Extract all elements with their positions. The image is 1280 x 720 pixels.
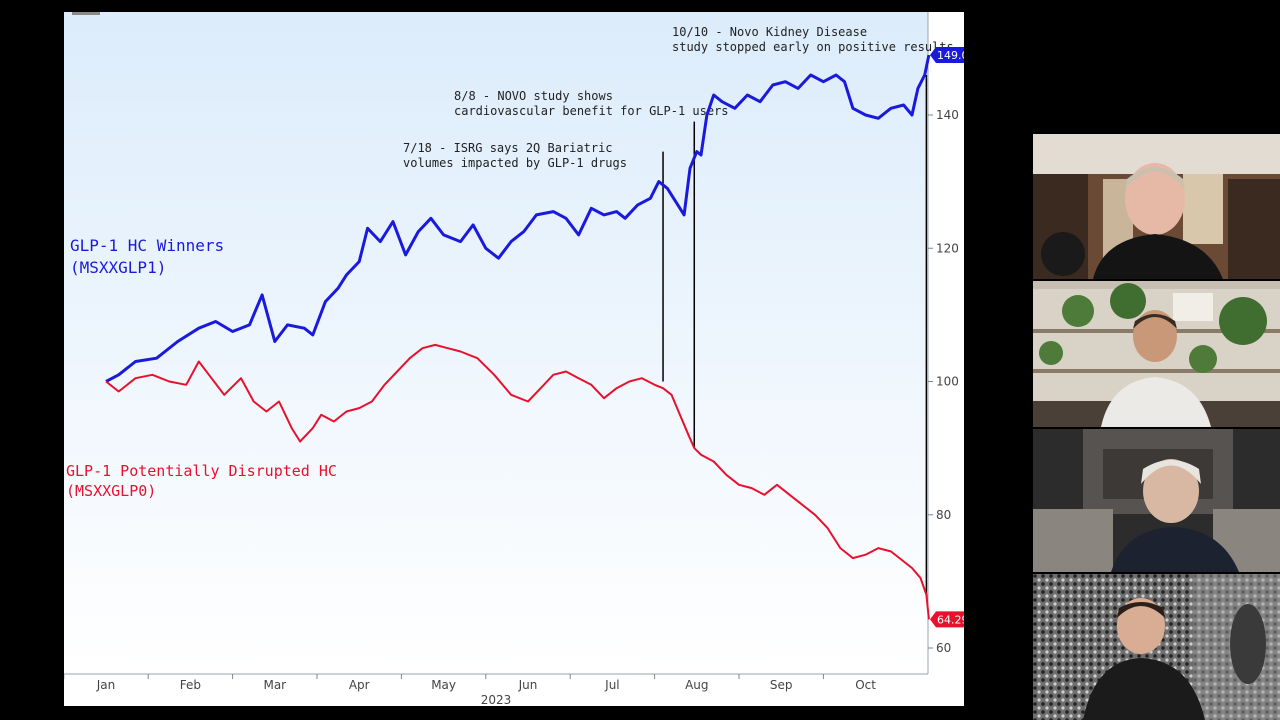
- plot-background: [64, 12, 928, 674]
- last-value-tag-winners: [930, 47, 964, 64]
- legend-label-winners: (MSXXGLP1): [70, 258, 166, 277]
- series-line-disrupted: [105, 343, 930, 620]
- x-axis-title: 2023: [481, 693, 512, 706]
- y-tick-label: 140: [936, 108, 959, 122]
- y-tick-label: 100: [936, 375, 959, 389]
- line-chart: 60 80 100 120 140 Jan Feb Mar Apr May Jun Jul Aug Sep…: [64, 12, 964, 706]
- legend-label-disrupted: GLP-1 Potentially Disrupted HC: [66, 462, 337, 480]
- participant-video-4[interactable]: [1033, 574, 1280, 720]
- legend-label-disrupted: (MSXXGLP0): [66, 482, 156, 500]
- x-tick-label: Oct: [855, 678, 876, 692]
- participant-video-2[interactable]: [1033, 281, 1280, 427]
- annotation-text: 8/8 - NOVO study shows: [454, 89, 613, 103]
- annotation-text: 7/18 - ISRG says 2Q Bariatric: [403, 141, 613, 155]
- x-tick-label: May: [431, 678, 456, 692]
- plot-corner-marker: [72, 12, 100, 15]
- annotation-text: 10/10 - Novo Kidney Disease: [672, 25, 867, 39]
- last-value-tag-disrupted: [930, 611, 964, 628]
- x-tick-label: Mar: [263, 678, 286, 692]
- y-tick-label: 80: [936, 508, 951, 522]
- chart-panel: 60 80 100 120 140 Jan Feb Mar Apr May Jun Jul Aug Sep…: [64, 12, 964, 706]
- participant-video-3[interactable]: [1033, 429, 1280, 572]
- x-tick-label: Jan: [96, 678, 116, 692]
- annotation-text: volumes impacted by GLP-1 drugs: [403, 156, 627, 170]
- legend-label-winners: GLP-1 HC Winners: [70, 236, 224, 255]
- participant-video-1[interactable]: [1033, 134, 1280, 279]
- x-tick-label: Apr: [349, 678, 370, 692]
- x-tick-label: Jul: [604, 678, 619, 692]
- y-tick-label: 120: [936, 241, 959, 255]
- y-tick-label: 60: [936, 641, 951, 655]
- last-value-label-disrupted: 64.29: [937, 613, 964, 626]
- annotation-text: study stopped early on positive results: [672, 40, 954, 54]
- x-tick-label: Sep: [770, 678, 793, 692]
- video-participants: [1033, 134, 1280, 720]
- x-tick-label: Jun: [518, 678, 538, 692]
- x-tick-label: Aug: [685, 678, 708, 692]
- last-value-label-winners: 149.0: [937, 49, 964, 62]
- series-line-winners: [105, 54, 931, 383]
- x-tick-label: Feb: [180, 678, 201, 692]
- annotation-text: cardiovascular benefit for GLP-1 users: [454, 104, 729, 118]
